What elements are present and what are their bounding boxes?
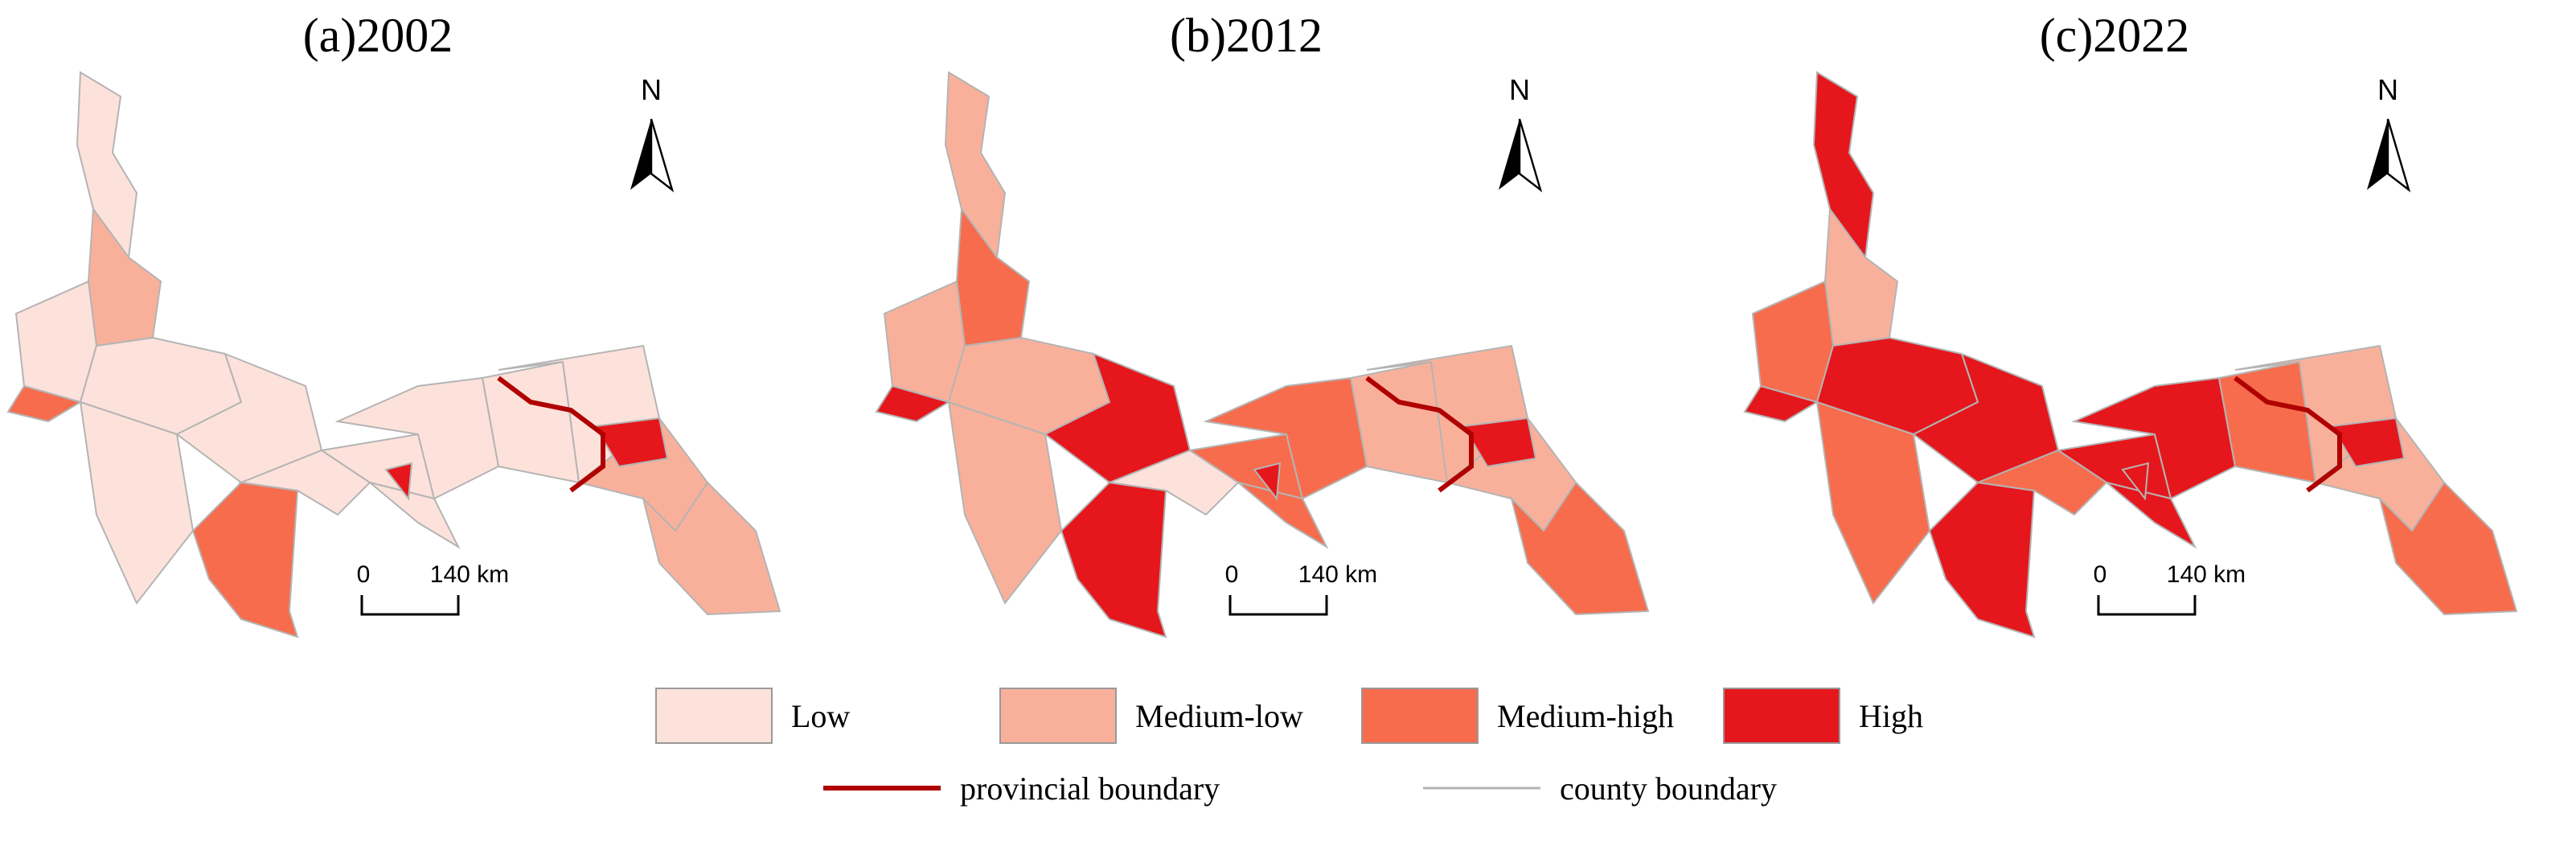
county [191, 481, 299, 639]
legend-label: Medium-low [1135, 698, 1303, 734]
provincial-boundary [497, 376, 605, 493]
county [1462, 417, 1537, 468]
scale-start: 0 [1225, 561, 1239, 588]
scale-end: 140 km [2167, 561, 2246, 588]
scale-end: 140 km [430, 561, 509, 588]
north-arrow-right [650, 118, 675, 193]
scale-end: 140 km [1298, 561, 1377, 588]
panel-title: (c)2022 [2040, 9, 2190, 62]
legend-swatch [1723, 688, 1840, 744]
provincial-boundary [2233, 376, 2342, 493]
county [14, 280, 98, 404]
county [947, 400, 1063, 605]
county [1815, 400, 1931, 605]
legend-swatch [999, 688, 1117, 744]
panel-title: (b)2012 [1170, 9, 1323, 62]
scale-bar [2097, 595, 2197, 616]
county [1060, 481, 1167, 639]
north-arrow-right [1518, 118, 1543, 193]
county [2121, 462, 2150, 501]
county [2378, 481, 2518, 616]
north-label: N [2377, 73, 2398, 106]
county [1975, 449, 2108, 516]
county [1510, 481, 1650, 616]
legend-swatch [655, 688, 773, 744]
legend-label: provincial boundary [960, 770, 1220, 807]
county [642, 481, 781, 616]
scale-start: 0 [357, 561, 371, 588]
county [238, 449, 371, 516]
legend-label: Low [791, 698, 850, 734]
county [2106, 482, 2197, 549]
north-label: N [641, 73, 662, 106]
county [1253, 462, 1282, 501]
panel-title: (a)2002 [303, 9, 453, 62]
map-panel: (c)2022 N 0 140 km [1743, 9, 2518, 639]
scale-start: 0 [2094, 561, 2107, 588]
legend-swatch [1361, 688, 1479, 744]
north-arrow-right [2386, 118, 2411, 193]
scale-bar [360, 595, 460, 616]
north-label: N [1509, 73, 1530, 106]
county [384, 462, 413, 501]
map-panel: (a)2002 N 0 140 km [6, 9, 781, 639]
scale-bar [1229, 595, 1328, 616]
county [2330, 417, 2406, 468]
county [369, 482, 461, 549]
legend-label: county boundary [1560, 770, 1777, 807]
north-arrow-left [2367, 119, 2388, 190]
county [1751, 280, 1835, 404]
county [593, 417, 669, 468]
county [1237, 482, 1329, 549]
legend-label: Medium-high [1497, 698, 1674, 734]
county [1928, 481, 2036, 639]
county [1106, 449, 1240, 516]
north-arrow-left [630, 119, 651, 190]
legend-label: High [1859, 698, 1923, 734]
north-arrow-left [1499, 119, 1520, 190]
county [79, 400, 195, 605]
county [883, 280, 966, 404]
map-panel: (b)2012 N 0 140 km [875, 9, 1650, 639]
provincial-boundary [1365, 376, 1474, 493]
